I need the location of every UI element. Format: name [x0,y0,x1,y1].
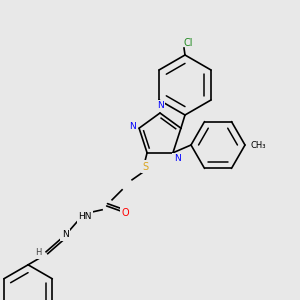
Text: N: N [62,230,68,239]
Text: N: N [174,154,180,163]
Text: H: H [35,248,41,257]
Text: CH₃: CH₃ [250,140,266,149]
Text: N: N [157,101,164,110]
Text: N: N [129,122,136,130]
Text: HN: HN [78,212,92,221]
Text: Cl: Cl [183,38,193,48]
Text: O: O [121,208,129,218]
Text: S: S [142,162,148,172]
